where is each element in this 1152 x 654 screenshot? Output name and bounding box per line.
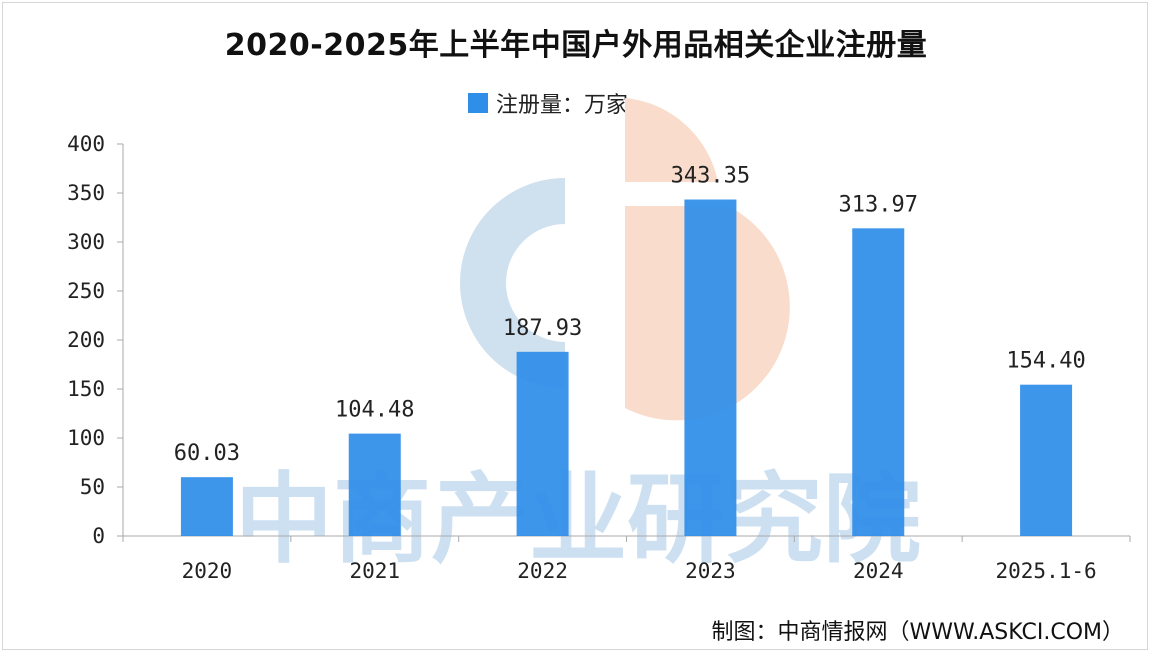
y-tick-label: 50 — [80, 475, 105, 499]
data-label-2020: 60.03 — [174, 441, 240, 466]
y-tick-label: 350 — [67, 181, 105, 205]
bars — [180, 199, 1073, 537]
data-label-2021: 104.48 — [335, 398, 414, 423]
y-tick-label: 100 — [67, 426, 105, 450]
watermark-logo — [460, 98, 790, 421]
legend-swatch — [468, 93, 488, 113]
chart-title: 2020-2025年上半年中国户外用品相关企业注册量 — [224, 28, 928, 63]
data-label-2024: 313.97 — [839, 192, 918, 217]
chart-legend: 注册量：万家 — [468, 88, 628, 118]
legend-label: 注册量：万家 — [496, 93, 629, 118]
watermark-logo-orange-top — [625, 98, 718, 182]
bar-2023 — [684, 199, 737, 536]
x-tick-label: 2024 — [853, 559, 904, 583]
x-tick-label: 2023 — [685, 559, 736, 583]
data-label-2025.1-6: 154.40 — [1006, 349, 1085, 374]
bar-2024 — [852, 228, 905, 537]
source-note: 制图：中商情报网（WWW.ASKCI.COM） — [711, 620, 1124, 645]
y-tick-label: 400 — [67, 132, 105, 156]
y-tick-label: 150 — [67, 377, 105, 401]
x-tick-label: 2021 — [349, 559, 400, 583]
bar-2022 — [516, 351, 569, 536]
data-labels: 60.03 104.48 187.93 343.35 313.97 154.40 — [174, 164, 1086, 467]
x-tick-label: 2025.1-6 — [996, 559, 1097, 583]
data-label-2023: 343.35 — [671, 164, 750, 189]
watermark-text-group: 中商产业研究院 — [235, 463, 921, 577]
y-tick-label: 300 — [67, 230, 105, 254]
data-label-2022: 187.93 — [503, 316, 582, 341]
x-tick-label: 2022 — [517, 559, 568, 583]
y-tick-label: 250 — [67, 279, 105, 303]
bar-2020 — [180, 477, 233, 536]
bar-2025.1-6 — [1020, 384, 1073, 536]
x-tick-label: 2020 — [182, 559, 233, 583]
watermark-logo-blue-arc — [460, 178, 565, 388]
y-tick-label: 200 — [67, 328, 105, 352]
y-tick-label: 0 — [92, 524, 105, 548]
axes: 0 50 100 150 200 250 300 350 400 2020 2021 2022 2023… — [67, 132, 1131, 583]
bar-2021 — [348, 433, 401, 536]
watermark-text: 中商产业研究院 — [235, 463, 921, 577]
